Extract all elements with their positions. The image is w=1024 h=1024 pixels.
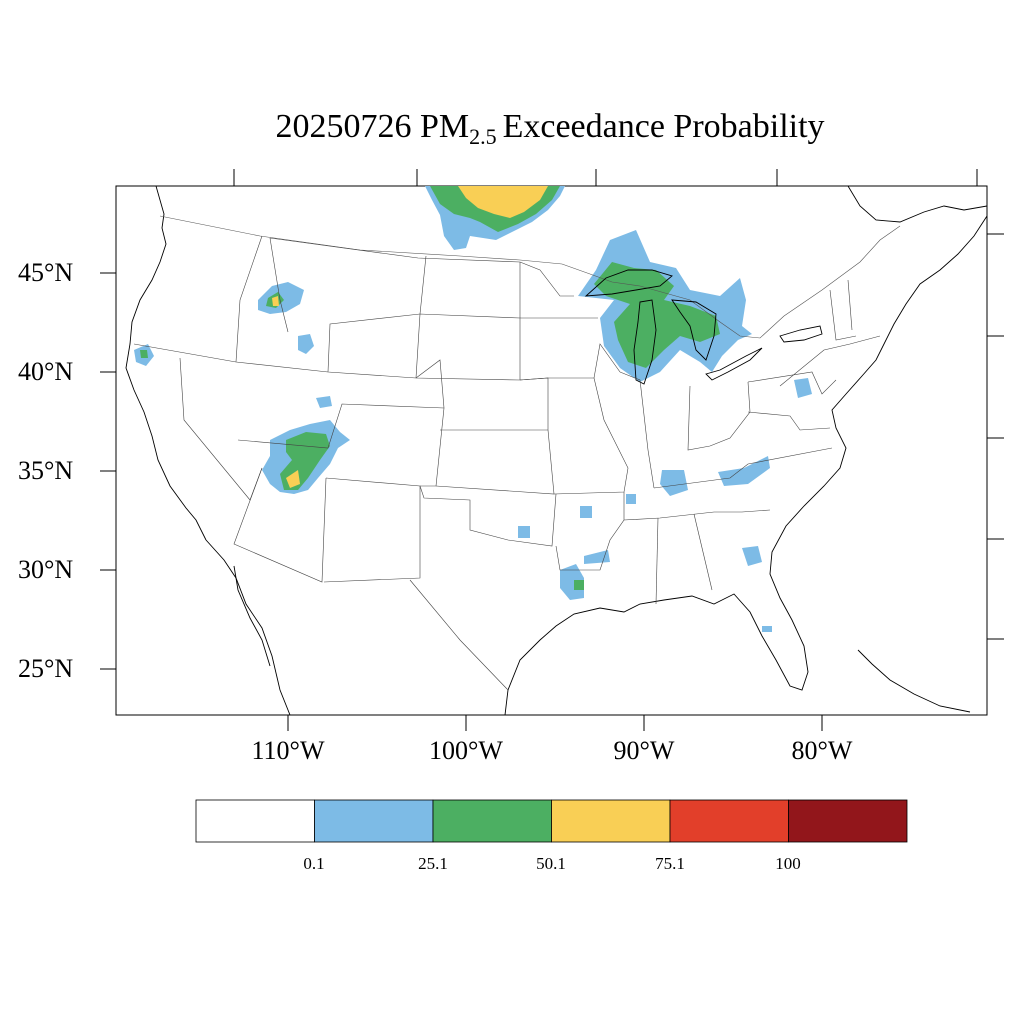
plume-ga-blue bbox=[742, 546, 762, 566]
lat-label-30: 30°N bbox=[18, 555, 74, 584]
lon-label-110w: 110°W bbox=[251, 736, 325, 765]
great-lakes bbox=[584, 269, 823, 385]
coastlines bbox=[125, 186, 987, 715]
lat-label-35: 35°N bbox=[18, 456, 74, 485]
colorbar-label-4: 100 bbox=[775, 854, 801, 873]
plume-idaho-yellow bbox=[272, 296, 279, 306]
plume-la-green bbox=[574, 580, 584, 590]
colorbar-bin-3 bbox=[551, 799, 671, 843]
colorbar-label-0: 0.1 bbox=[303, 854, 325, 873]
bottom-ticks bbox=[287, 715, 823, 731]
state-boundaries bbox=[133, 235, 881, 691]
colorbar-bin-2 bbox=[432, 799, 552, 843]
colorbar-bin-4 bbox=[669, 799, 789, 843]
plume-ar-blue bbox=[580, 506, 592, 518]
right-ticks bbox=[987, 233, 1004, 640]
colorbar-bin-1 bbox=[314, 799, 434, 843]
plume-nc-blue bbox=[718, 456, 770, 486]
map-frame bbox=[115, 185, 988, 716]
lat-label-40: 40°N bbox=[18, 357, 74, 386]
top-ticks bbox=[233, 169, 978, 186]
plume-pa-blue bbox=[794, 378, 812, 398]
canada-border bbox=[159, 215, 901, 339]
plume-ms-blue bbox=[584, 550, 610, 564]
colorbar-bin-0 bbox=[195, 799, 315, 843]
left-ticks bbox=[100, 272, 116, 670]
colorbar-label-2: 50.1 bbox=[536, 854, 566, 873]
colorbar-label-1: 25.1 bbox=[418, 854, 448, 873]
colorbar-label-3: 75.1 bbox=[655, 854, 685, 873]
plume-fl-blue bbox=[762, 626, 772, 632]
probability-overlay bbox=[134, 186, 812, 632]
plume-la-blue bbox=[560, 564, 584, 600]
plume-ok-blue bbox=[518, 526, 530, 538]
plume-utah-yellow bbox=[286, 470, 300, 488]
lon-label-100w: 100°W bbox=[429, 736, 503, 765]
plume-greatlakes-green bbox=[594, 262, 720, 368]
plume-wyoming-blue bbox=[298, 334, 314, 354]
colorbar-bin-5 bbox=[788, 799, 908, 843]
lon-label-90w: 90°W bbox=[613, 736, 675, 765]
plume-tn-blue bbox=[660, 470, 688, 496]
plume-canada-yellow bbox=[458, 186, 548, 218]
lat-label-25: 25°N bbox=[18, 654, 74, 683]
map-title: 20250726 PM2.5 Exceedance Probability bbox=[0, 108, 1024, 150]
colorbar bbox=[195, 799, 908, 843]
plume-al-blue bbox=[626, 494, 636, 504]
title-species: PM bbox=[419, 108, 470, 145]
lat-label-45: 45°N bbox=[18, 258, 74, 287]
title-rest: Exceedance Probability bbox=[502, 108, 825, 145]
plume-colorado-blue bbox=[316, 396, 332, 408]
title-subscript: 2.5 bbox=[469, 124, 497, 149]
title-date: 20250726 bbox=[275, 108, 412, 145]
lon-label-80w: 80°W bbox=[791, 736, 853, 765]
plume-california-green bbox=[140, 350, 148, 358]
